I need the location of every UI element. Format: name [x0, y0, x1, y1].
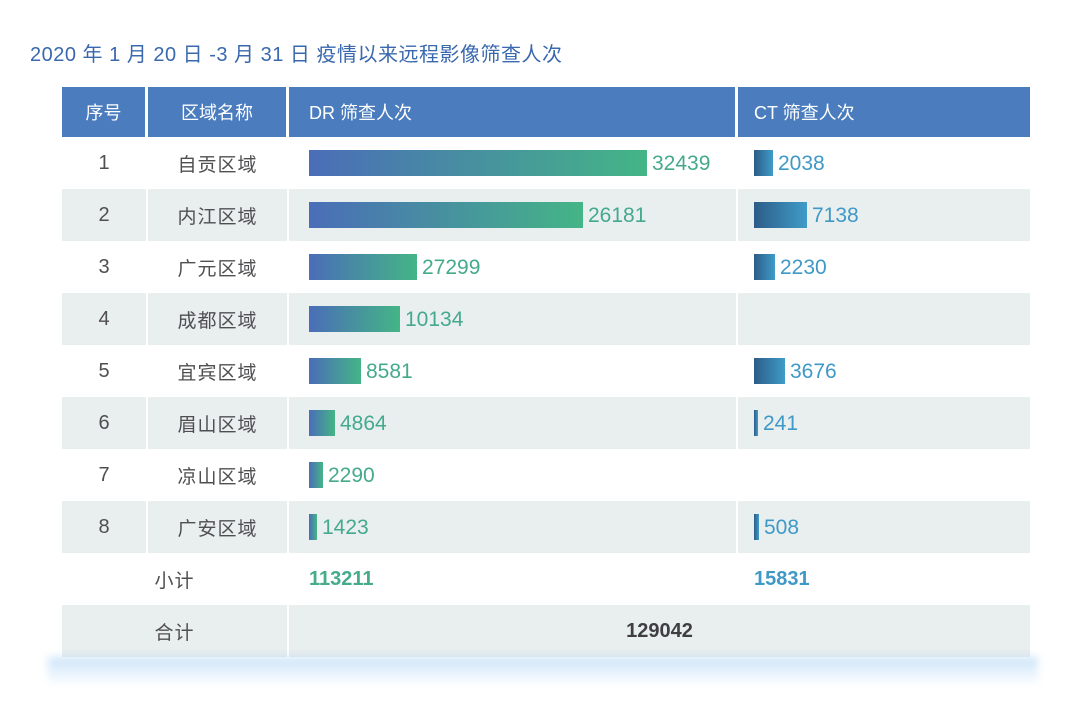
region-name: 成都区域: [148, 293, 289, 345]
dr-cell: 4864: [289, 397, 738, 449]
ct-value: 7138: [812, 203, 859, 227]
subtotal-row: 小计 113211 15831: [62, 553, 1030, 605]
region-name: 眉山区域: [148, 397, 289, 449]
region-name: 自贡区域: [148, 137, 289, 189]
total-row: 合计 129042: [62, 605, 1030, 657]
row-index: 2: [62, 189, 148, 241]
dr-value: 10134: [405, 307, 464, 331]
dr-value: 26181: [588, 203, 647, 227]
row-index: 8: [62, 501, 148, 553]
row-index: 7: [62, 449, 148, 501]
table-row: 8 广安区域 1423 508: [62, 501, 1030, 553]
region-name: 内江区域: [148, 189, 289, 241]
ct-cell: 2230: [738, 241, 1030, 293]
total-label: 合计: [62, 605, 289, 657]
header-dr: DR 筛查人次: [289, 87, 738, 137]
row-index: 4: [62, 293, 148, 345]
subtotal-dr-cell: 113211: [289, 553, 738, 605]
header-index: 序号: [62, 87, 148, 137]
table-row: 2 内江区域 26181 7138: [62, 189, 1030, 241]
dr-cell: 26181: [289, 189, 738, 241]
dr-value: 8581: [366, 359, 413, 383]
dr-value: 27299: [422, 255, 481, 279]
dr-cell: 10134: [289, 293, 738, 345]
ct-cell: 2038: [738, 137, 1030, 189]
ct-cell: 241: [738, 397, 1030, 449]
ct-value: 2038: [778, 151, 825, 175]
table-header-row: 序号 区域名称 DR 筛查人次 CT 筛查人次: [62, 87, 1030, 137]
page-title: 2020 年 1 月 20 日 -3 月 31 日 疫情以来远程影像筛查人次: [30, 44, 563, 66]
table-bottom-glow: [48, 657, 1038, 691]
ct-value: 3676: [790, 359, 837, 383]
row-index: 6: [62, 397, 148, 449]
subtotal-ct-value: 15831: [754, 567, 810, 590]
region-name: 广元区域: [148, 241, 289, 293]
table-row: 5 宜宾区域 8581 3676: [62, 345, 1030, 397]
table-row: 6 眉山区域 4864 241: [62, 397, 1030, 449]
ct-bar: [754, 358, 785, 384]
dr-cell: 1423: [289, 501, 738, 553]
dr-cell: 8581: [289, 345, 738, 397]
dr-value: 2290: [328, 463, 375, 487]
table-row: 7 凉山区域 2290: [62, 449, 1030, 501]
dr-bar: [309, 462, 323, 488]
ct-bar: [754, 514, 759, 540]
subtotal-dr-value: 113211: [309, 567, 374, 590]
subtotal-label: 小计: [62, 553, 289, 605]
row-index: 3: [62, 241, 148, 293]
dr-bar: [309, 150, 647, 176]
header-region: 区域名称: [148, 87, 289, 137]
ct-bar: [754, 410, 758, 436]
subtotal-ct-cell: 15831: [738, 553, 1030, 605]
table-row: 4 成都区域 10134: [62, 293, 1030, 345]
region-name: 凉山区域: [148, 449, 289, 501]
dr-bar: [309, 202, 583, 228]
dr-bar: [309, 254, 417, 280]
table-row: 3 广元区域 27299 2230: [62, 241, 1030, 293]
dr-cell: 27299: [289, 241, 738, 293]
ct-cell: [738, 293, 1030, 345]
dr-value: 32439: [652, 151, 711, 175]
ct-bar: [754, 150, 773, 176]
ct-cell: 3676: [738, 345, 1030, 397]
region-name: 广安区域: [148, 501, 289, 553]
dr-bar: [309, 514, 317, 540]
ct-cell: [738, 449, 1030, 501]
screening-table: 序号 区域名称 DR 筛查人次 CT 筛查人次 1 自贡区域 32439 203…: [62, 87, 1030, 657]
dr-value: 4864: [340, 411, 387, 435]
ct-cell: 508: [738, 501, 1030, 553]
total-value: 129042: [626, 619, 693, 642]
region-name: 宜宾区域: [148, 345, 289, 397]
ct-value: 2230: [780, 255, 827, 279]
ct-cell: 7138: [738, 189, 1030, 241]
dr-bar: [309, 358, 361, 384]
dr-bar: [309, 306, 400, 332]
dr-bar: [309, 410, 335, 436]
dr-value: 1423: [322, 515, 369, 539]
header-ct: CT 筛查人次: [754, 103, 855, 123]
table-row: 1 自贡区域 32439 2038: [62, 137, 1030, 189]
dr-cell: 32439: [289, 137, 738, 189]
ct-value: 508: [764, 515, 800, 539]
row-index: 5: [62, 345, 148, 397]
ct-bar: [754, 202, 807, 228]
row-index: 1: [62, 137, 148, 189]
ct-bar: [754, 254, 775, 280]
dr-cell: 2290: [289, 449, 738, 501]
ct-value: 241: [763, 411, 799, 435]
